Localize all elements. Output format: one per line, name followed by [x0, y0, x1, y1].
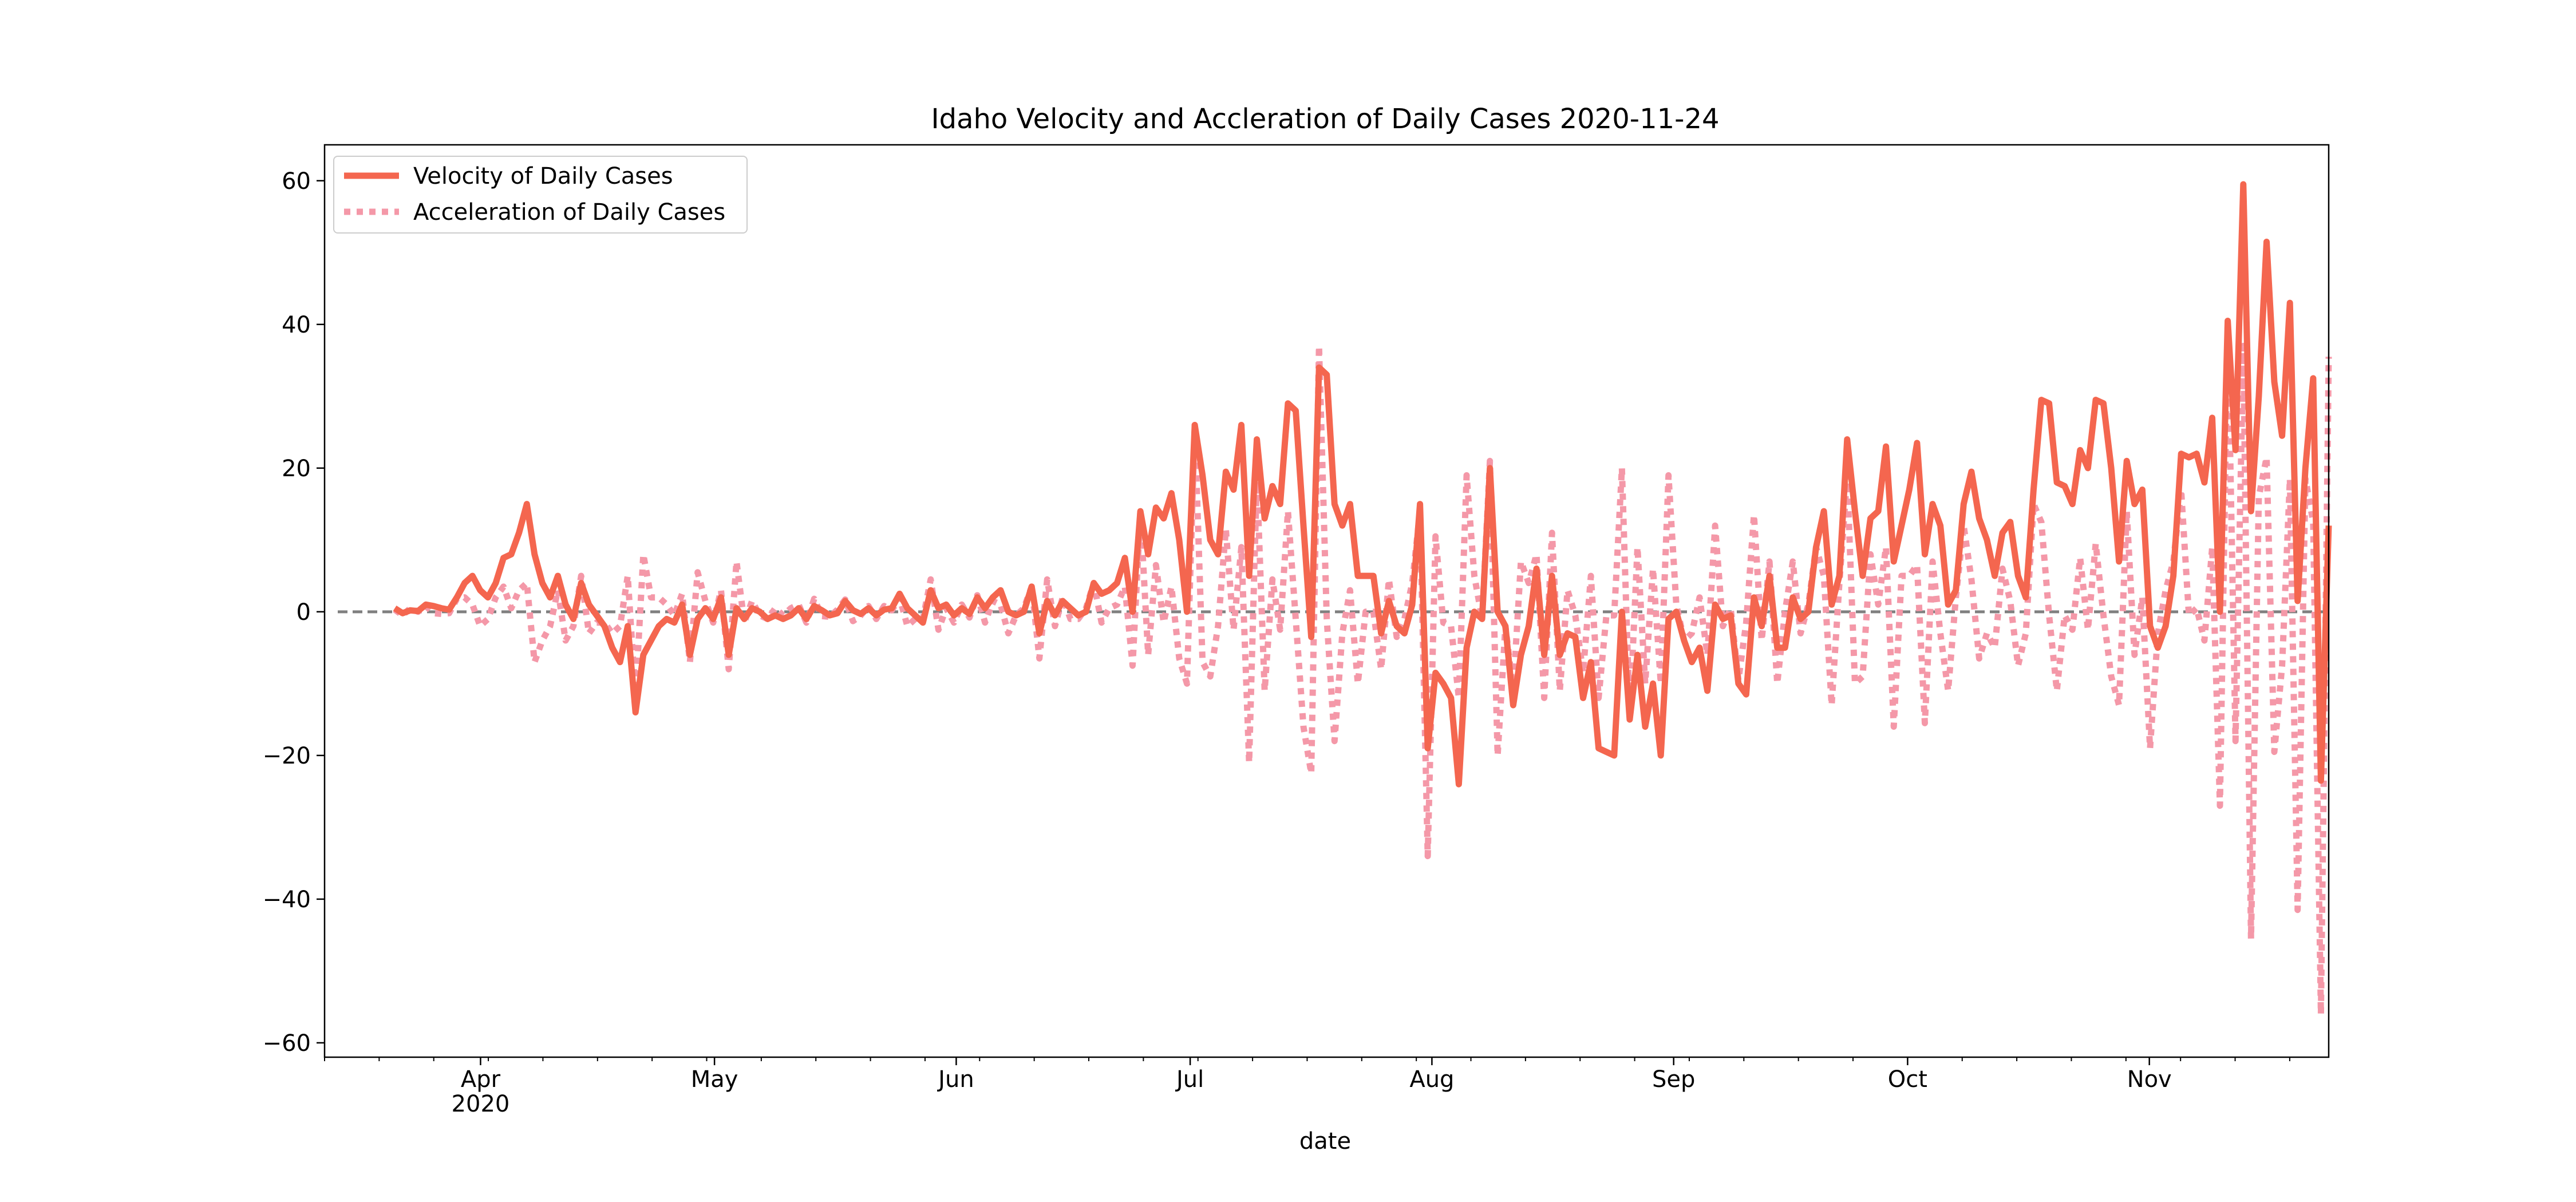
plot-area: [323, 144, 2332, 1058]
y-tick-label: −40: [263, 887, 311, 913]
legend-box: [333, 156, 748, 234]
x-tick-label: Oct: [1888, 1066, 1927, 1093]
acceleration-series-line: [393, 318, 2332, 1018]
x-axis-label: date: [1299, 1128, 1351, 1154]
velocity-series-line: [393, 181, 2332, 788]
y-axis: 60 40 20 0 −20 −40 −60: [263, 168, 325, 1057]
x-tick-label: Jun: [937, 1066, 974, 1093]
y-tick-label: −20: [263, 743, 311, 769]
legend-acceleration-label: Acceleration of Daily Cases: [413, 199, 725, 226]
x-tick-label: May: [691, 1066, 738, 1093]
y-tick-label: 20: [282, 456, 311, 482]
x-tick-label: Nov: [2127, 1066, 2172, 1093]
legend-velocity-label: Velocity of Daily Cases: [413, 163, 673, 189]
x-tick-sublabel: 2020: [452, 1091, 510, 1117]
y-tick-label: 0: [297, 599, 311, 626]
x-tick-label: Sep: [1652, 1066, 1695, 1093]
x-tick-label: Apr: [461, 1066, 501, 1093]
x-tick-label: Aug: [1409, 1066, 1454, 1093]
y-tick-label: −60: [263, 1030, 311, 1057]
plot-frame: [323, 144, 2330, 1058]
x-tick-label: Jul: [1175, 1066, 1204, 1093]
y-tick-label: 40: [282, 312, 311, 338]
chart-title: Idaho Velocity and Accleration of Daily …: [931, 103, 1719, 135]
legend: Velocity of Daily Cases Acceleration of …: [333, 156, 748, 234]
y-tick-label: 60: [282, 168, 311, 195]
